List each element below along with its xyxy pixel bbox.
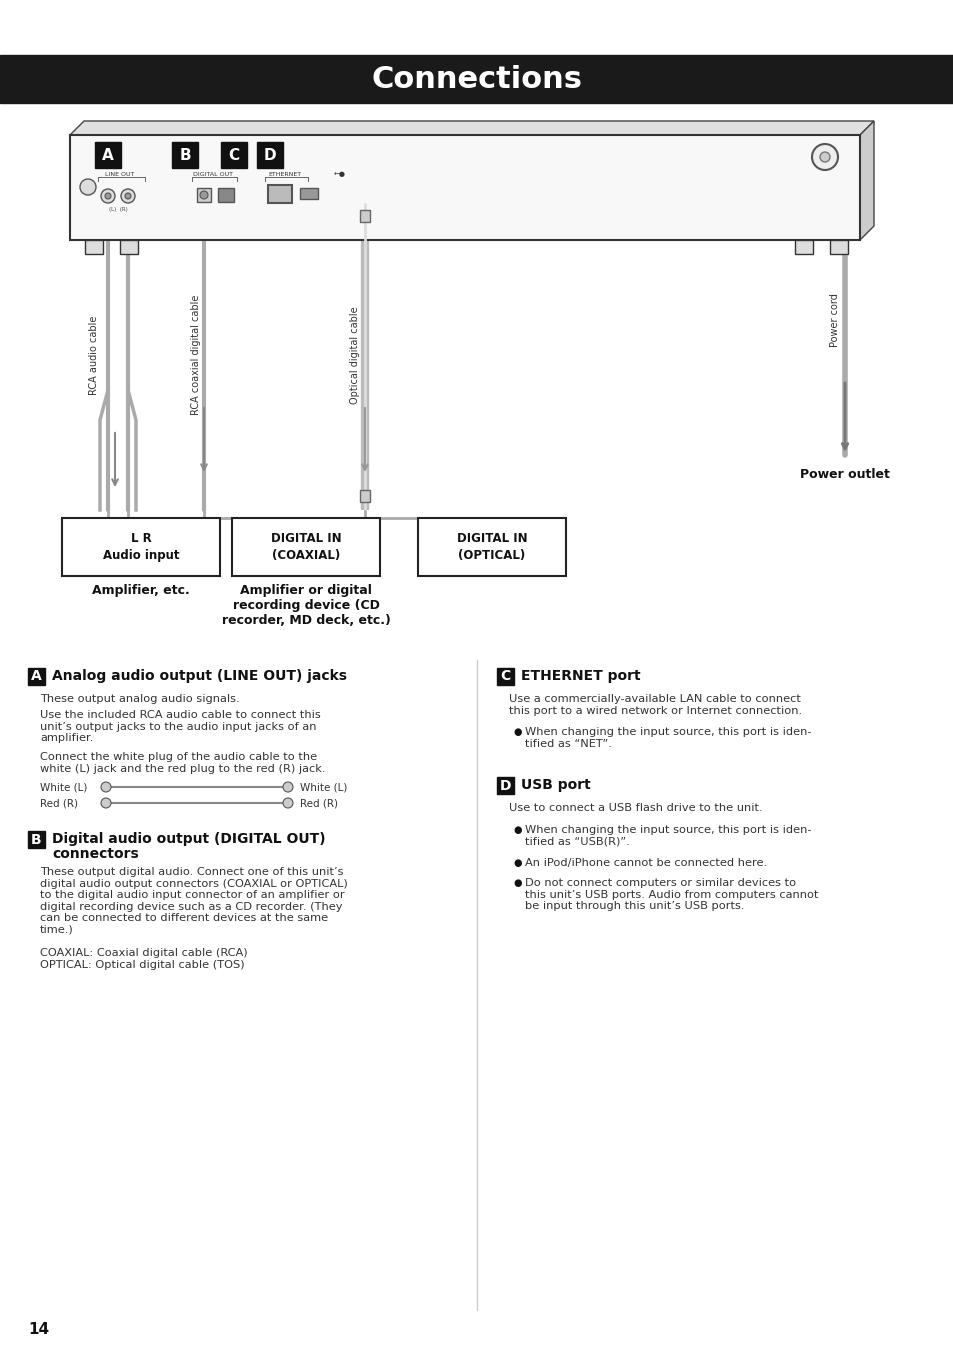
Text: Audio input: Audio input [103,550,179,562]
Bar [62,518,220,576]
Text: Red (R): Red (R) [40,798,78,807]
Text: DIGITAL IN: DIGITAL IN [456,531,527,545]
Circle shape [125,193,131,200]
Text: B: B [31,833,42,847]
Text: C: C [500,670,510,683]
Bar [28,830,45,848]
Text: DIGITAL IN: DIGITAL IN [271,531,341,545]
Text: (COAXIAL): (COAXIAL) [272,550,340,562]
Text: White (L): White (L) [299,782,347,793]
Text: (L)  (R): (L) (R) [109,208,128,213]
Text: (OPTICAL): (OPTICAL) [457,550,525,562]
Circle shape [101,798,111,807]
Text: ●: ● [513,878,521,888]
Text: Do not connect computers or similar devices to
this unit’s USB ports. Audio from: Do not connect computers or similar devi… [524,878,818,911]
Text: D: D [499,779,511,793]
Circle shape [121,189,135,204]
Text: Amplifier, etc.: Amplifier, etc. [92,584,190,597]
Text: COAXIAL: Coaxial digital cable (RCA)
OPTICAL: Optical digital cable (TOS): COAXIAL: Coaxial digital cable (RCA) OPT… [40,948,248,969]
Bar [497,669,514,685]
Text: 14: 14 [28,1322,49,1337]
Bar [232,518,379,576]
Text: These output analog audio signals.: These output analog audio signals. [40,694,239,704]
Circle shape [820,152,829,162]
Text: A: A [102,147,113,163]
Text: ●: ● [513,857,521,868]
Text: USB port: USB port [520,778,590,793]
Text: ●: ● [513,825,521,834]
Text: Connect the white plug of the audio cable to the
white (L) jack and the red plug: Connect the white plug of the audio cabl… [40,752,325,774]
Polygon shape [859,121,873,240]
Text: Use the included RCA audio cable to connect this
unit’s output jacks to the audi: Use the included RCA audio cable to conn… [40,710,320,743]
Bar [497,776,514,794]
Circle shape [283,782,293,793]
Bar [299,187,317,200]
Text: Red (R): Red (R) [299,798,337,807]
Text: Use a commercially-available LAN cable to connect
this port to a wired network o: Use a commercially-available LAN cable t… [509,694,801,716]
Bar [85,240,103,253]
Text: When changing the input source, this port is iden-
tified as “NET”.: When changing the input source, this por… [524,727,811,748]
Bar [256,142,283,168]
Text: Digital audio output (DIGITAL OUT): Digital audio output (DIGITAL OUT) [52,832,325,847]
Circle shape [101,782,111,793]
Circle shape [101,189,115,204]
Text: Power cord: Power cord [829,293,840,346]
Bar [172,142,198,168]
Bar [120,240,138,253]
Circle shape [80,179,96,195]
Circle shape [283,798,293,807]
Bar [417,518,565,576]
Text: ●: ● [513,727,521,737]
Bar [794,240,812,253]
Text: connectors: connectors [52,847,138,861]
Text: L R: L R [131,531,152,545]
Bar [221,142,247,168]
Text: Optical digital cable: Optical digital cable [350,306,359,404]
Bar [218,187,233,202]
Text: A: A [31,670,42,683]
Text: ←●: ←● [334,171,346,177]
Bar [829,240,847,253]
Text: White (L): White (L) [40,782,88,793]
Circle shape [200,191,208,200]
Text: ETHERNET: ETHERNET [268,171,301,177]
Text: DIGITAL OUT: DIGITAL OUT [193,171,233,177]
Bar [196,187,211,202]
Bar [70,135,859,240]
Polygon shape [70,121,873,135]
Bar [28,669,45,685]
Text: D: D [263,147,276,163]
Text: ETHERNET port: ETHERNET port [520,669,640,683]
Text: Amplifier or digital
recording device (CD
recorder, MD deck, etc.): Amplifier or digital recording device (C… [221,584,390,627]
Circle shape [811,144,837,170]
Text: RCA audio cable: RCA audio cable [89,315,99,395]
Text: An iPod/iPhone cannot be connected here.: An iPod/iPhone cannot be connected here. [524,857,766,868]
Text: Connections: Connections [371,65,582,93]
Text: RCA coaxial digital cable: RCA coaxial digital cable [191,295,201,415]
Text: Use to connect a USB flash drive to the unit.: Use to connect a USB flash drive to the … [509,803,761,813]
Text: Power outlet: Power outlet [800,468,889,481]
Bar [359,491,370,501]
Bar [359,210,370,222]
Text: LINE OUT: LINE OUT [105,171,134,177]
Text: When changing the input source, this port is iden-
tified as “USB(R)”.: When changing the input source, this por… [524,825,811,847]
Bar [268,185,292,204]
Text: C: C [228,147,239,163]
Bar [95,142,121,168]
Circle shape [105,193,111,200]
Text: B: B [179,147,191,163]
Text: These output digital audio. Connect one of this unit’s
digital audio output conn: These output digital audio. Connect one … [40,867,348,936]
Bar [0,55,953,102]
Text: Analog audio output (LINE OUT) jacks: Analog audio output (LINE OUT) jacks [52,669,347,683]
